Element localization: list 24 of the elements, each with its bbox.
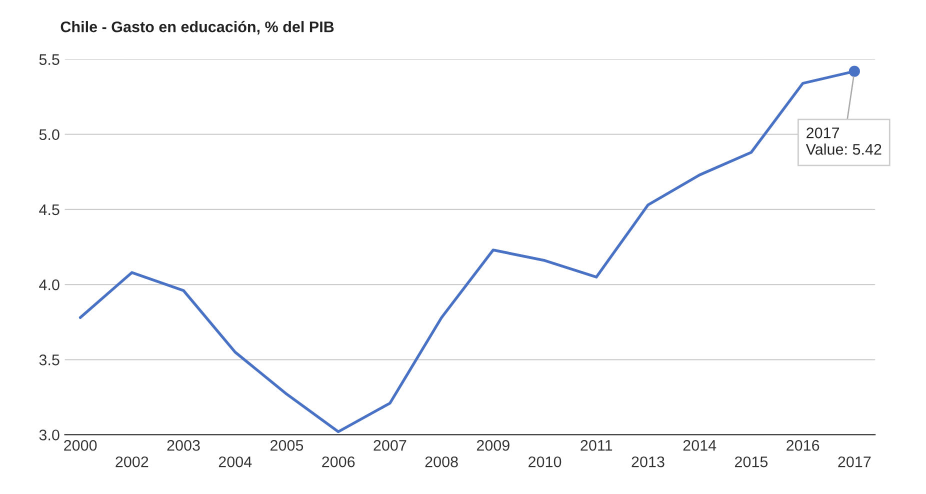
x-tick-label: 2002 bbox=[116, 456, 148, 468]
x-tick-label: 2017 bbox=[838, 456, 871, 468]
x-tick-label: 2010 bbox=[528, 456, 562, 468]
y-tick-label: 3.0 bbox=[39, 430, 60, 440]
y-tick-label: 4.5 bbox=[39, 204, 60, 216]
chart-title: Chile - Gasto en educación, % del PIB bbox=[60, 20, 334, 34]
x-tick-label: 2009 bbox=[476, 440, 510, 451]
x-tick-label: 2015 bbox=[734, 456, 768, 468]
x-tick-label: 2011 bbox=[580, 440, 612, 451]
y-tick-label: 4.0 bbox=[39, 279, 60, 290]
x-tick-label: 2013 bbox=[632, 456, 664, 468]
y-tick-label: 3.5 bbox=[39, 354, 60, 366]
y-tick-label: 5.0 bbox=[39, 129, 60, 140]
y-tick-label: 5.5 bbox=[39, 54, 60, 65]
x-tick-label: 2004 bbox=[218, 456, 252, 468]
x-tick-label: 2005 bbox=[270, 440, 304, 451]
annotation: 2017 Value: 5.42 bbox=[806, 128, 882, 155]
x-tick-label: 2007 bbox=[374, 440, 406, 451]
x-tick-label: 2014 bbox=[683, 440, 716, 451]
x-tick-label: 2008 bbox=[425, 456, 458, 468]
x-tick-label: 2000 bbox=[64, 440, 97, 451]
x-tick-label: 2016 bbox=[786, 440, 820, 451]
x-tick-label: 2006 bbox=[322, 456, 355, 468]
x-tick-label: 2003 bbox=[167, 440, 200, 451]
